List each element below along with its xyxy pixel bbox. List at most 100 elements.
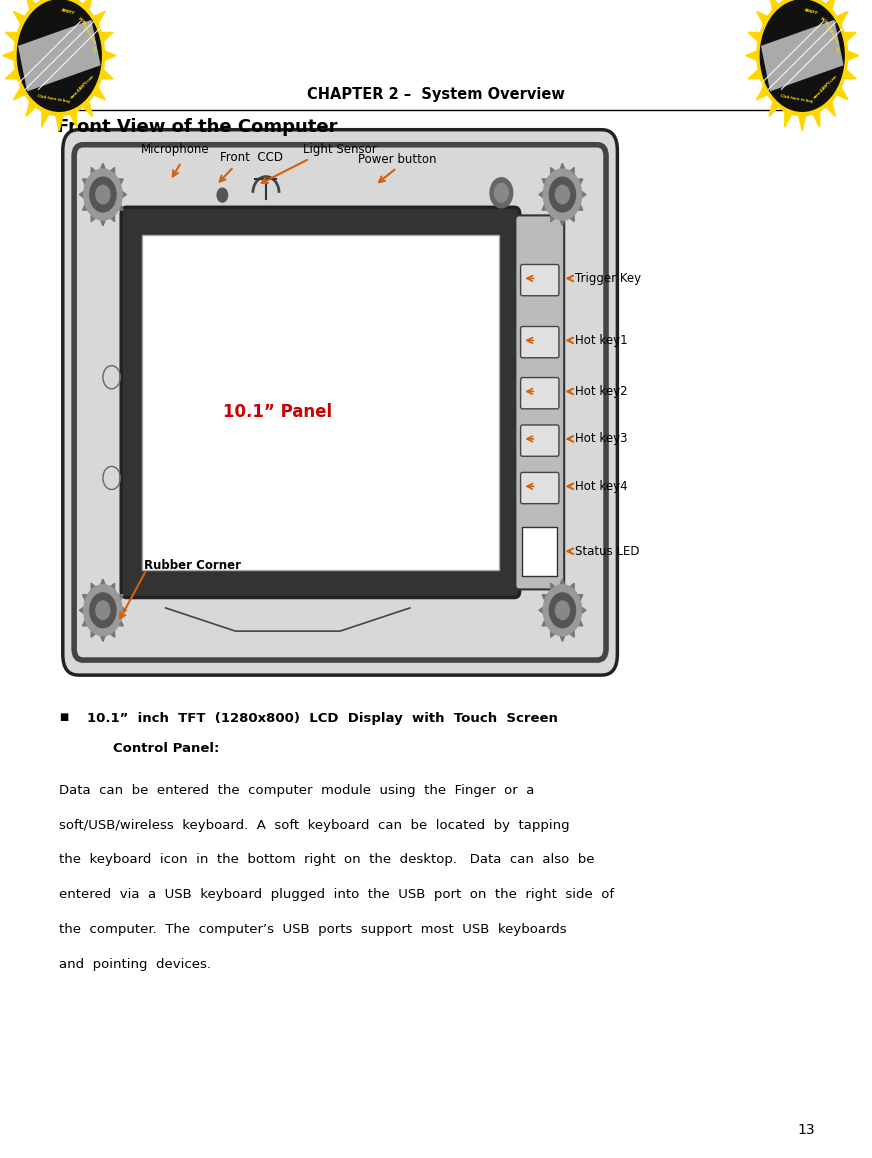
Polygon shape xyxy=(94,87,106,100)
Polygon shape xyxy=(844,32,856,42)
Polygon shape xyxy=(83,0,92,9)
Polygon shape xyxy=(559,633,566,642)
Text: soft/USB/wireless  keyboard.  A  soft  keyboard  can  be  located  by  tapping: soft/USB/wireless keyboard. A soft keybo… xyxy=(59,819,570,831)
Circle shape xyxy=(84,169,122,220)
Text: Hot key2: Hot key2 xyxy=(575,384,627,398)
Polygon shape xyxy=(826,0,835,9)
Polygon shape xyxy=(748,69,760,79)
Polygon shape xyxy=(837,87,848,100)
Polygon shape xyxy=(580,190,586,199)
Polygon shape xyxy=(116,595,123,603)
Text: CHAPTER 2 –  System Overview: CHAPTER 2 – System Overview xyxy=(307,87,565,102)
Polygon shape xyxy=(99,218,106,226)
Text: Hot key4: Hot key4 xyxy=(575,479,627,493)
FancyBboxPatch shape xyxy=(521,378,559,409)
Text: ■: ■ xyxy=(59,712,69,723)
FancyBboxPatch shape xyxy=(121,207,520,598)
Text: Click here to buy: Click here to buy xyxy=(37,94,70,103)
Polygon shape xyxy=(83,102,92,117)
Polygon shape xyxy=(70,111,77,127)
Polygon shape xyxy=(542,201,549,211)
Text: Hot key1: Hot key1 xyxy=(575,334,627,347)
Polygon shape xyxy=(101,32,113,42)
FancyBboxPatch shape xyxy=(521,425,559,456)
Polygon shape xyxy=(769,0,779,9)
Circle shape xyxy=(17,0,101,111)
Polygon shape xyxy=(576,595,582,603)
Circle shape xyxy=(543,169,582,220)
Polygon shape xyxy=(26,102,36,117)
Polygon shape xyxy=(559,218,566,226)
Text: Transformer: Transformer xyxy=(823,21,840,45)
Text: Status LED: Status LED xyxy=(575,544,639,558)
Polygon shape xyxy=(26,0,36,9)
Text: 3.0: 3.0 xyxy=(91,45,95,53)
Polygon shape xyxy=(94,12,106,24)
Circle shape xyxy=(549,177,576,212)
Polygon shape xyxy=(799,116,806,131)
Polygon shape xyxy=(756,12,767,24)
Polygon shape xyxy=(551,628,557,637)
Polygon shape xyxy=(116,201,123,211)
Polygon shape xyxy=(83,201,90,211)
Polygon shape xyxy=(848,51,859,60)
Polygon shape xyxy=(99,163,106,171)
Bar xyxy=(522,527,557,576)
Polygon shape xyxy=(542,179,549,188)
Text: entered  via  a  USB  keyboard  plugged  into  the  USB  port  on  the  right  s: entered via a USB keyboard plugged into … xyxy=(59,888,615,901)
Circle shape xyxy=(549,593,576,628)
Polygon shape xyxy=(101,69,113,79)
Text: Click here to buy: Click here to buy xyxy=(780,94,813,103)
Bar xyxy=(142,235,499,570)
Polygon shape xyxy=(108,212,115,221)
Polygon shape xyxy=(91,584,98,593)
Polygon shape xyxy=(576,617,582,625)
Polygon shape xyxy=(551,168,557,177)
Polygon shape xyxy=(18,20,100,91)
Text: and  pointing  devices.: and pointing devices. xyxy=(59,958,211,970)
Polygon shape xyxy=(785,111,792,127)
Text: 3.0: 3.0 xyxy=(834,45,838,53)
FancyBboxPatch shape xyxy=(521,327,559,358)
Circle shape xyxy=(217,189,228,203)
Text: 13: 13 xyxy=(798,1123,815,1137)
Circle shape xyxy=(96,601,110,620)
FancyBboxPatch shape xyxy=(515,215,564,589)
Polygon shape xyxy=(99,633,106,642)
Polygon shape xyxy=(108,628,115,637)
Polygon shape xyxy=(83,179,90,188)
Text: Front View of the Computer: Front View of the Computer xyxy=(57,118,337,137)
Circle shape xyxy=(760,0,844,111)
Text: 10.1” Panel: 10.1” Panel xyxy=(223,403,332,422)
Polygon shape xyxy=(542,595,549,603)
Polygon shape xyxy=(83,595,90,603)
Text: Rubber Corner: Rubber Corner xyxy=(144,558,241,572)
Text: ABBYY: ABBYY xyxy=(61,8,76,16)
Text: ABBYY: ABBYY xyxy=(804,8,819,16)
Polygon shape xyxy=(5,69,17,79)
Polygon shape xyxy=(813,111,820,127)
Circle shape xyxy=(543,585,582,636)
Text: Transformer: Transformer xyxy=(80,21,97,45)
Circle shape xyxy=(90,177,116,212)
Text: Control Panel:: Control Panel: xyxy=(113,742,220,755)
Text: Microphone: Microphone xyxy=(141,144,210,156)
Polygon shape xyxy=(769,102,779,117)
Polygon shape xyxy=(576,201,582,211)
Polygon shape xyxy=(568,168,574,177)
Text: Hot key3: Hot key3 xyxy=(575,432,627,446)
FancyBboxPatch shape xyxy=(521,264,559,295)
Text: Power button: Power button xyxy=(358,153,436,166)
Polygon shape xyxy=(120,606,126,615)
Polygon shape xyxy=(746,51,757,60)
Polygon shape xyxy=(568,584,574,593)
Circle shape xyxy=(90,593,116,628)
Text: Front  CCD: Front CCD xyxy=(220,152,283,164)
Polygon shape xyxy=(539,190,545,199)
Polygon shape xyxy=(79,190,85,199)
Text: PDF: PDF xyxy=(77,16,85,25)
Polygon shape xyxy=(91,628,98,637)
Polygon shape xyxy=(748,32,760,42)
Text: the  keyboard  icon  in  the  bottom  right  on  the  desktop.   Data  can  also: the keyboard icon in the bottom right on… xyxy=(59,853,595,866)
Polygon shape xyxy=(756,87,767,100)
